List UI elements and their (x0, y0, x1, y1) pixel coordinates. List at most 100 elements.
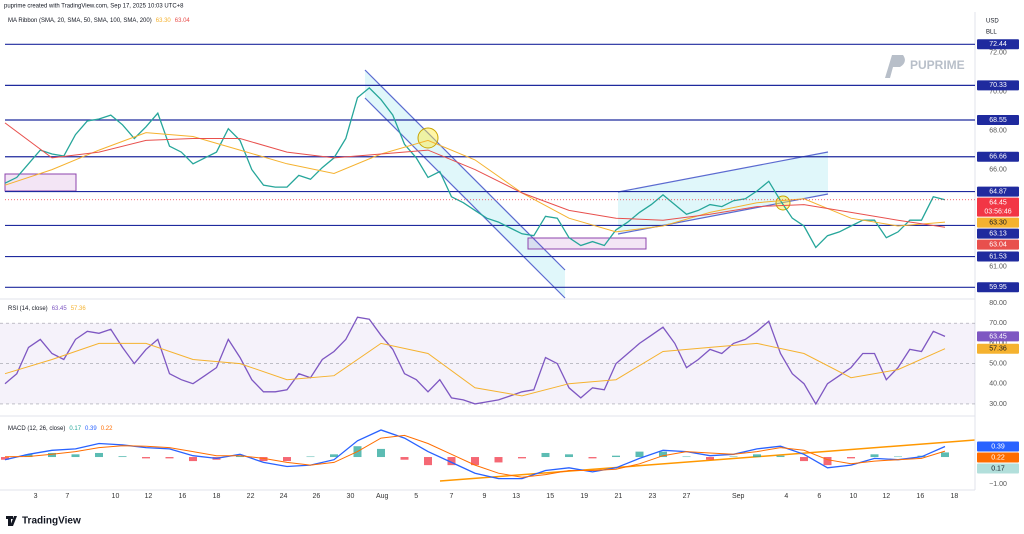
histogram-bar (48, 452, 56, 458)
legend-value: 0.39 (85, 426, 97, 432)
price-label-box (977, 80, 1019, 91)
price-label: 66.66 (989, 154, 1007, 161)
pane-legend: MA Ribbon (SMA, 20, SMA, 50, SMA, 100, S… (8, 18, 190, 24)
y-tick-label: 70.00 (989, 89, 1007, 96)
x-tick-label: 9 (482, 493, 486, 500)
logo-text: PUPRIME (910, 58, 965, 72)
header: puprime created with TradingView.com, Se… (4, 4, 184, 10)
x-tick-label: 27 (683, 493, 691, 500)
y-tick-label: 61.00 (989, 264, 1007, 271)
x-tick-label: 5 (414, 493, 418, 500)
x-tick-label: 7 (450, 493, 454, 500)
histogram-bar (330, 454, 338, 458)
y-tick-label: 68.00 (989, 128, 1007, 135)
price-label: 57.36 (989, 346, 1007, 353)
logo-icon (885, 55, 905, 78)
price-label-box (977, 239, 1019, 250)
legend-title: MACD (12, 26, close) (8, 426, 65, 432)
x-tick-label: 18 (951, 493, 959, 500)
y-tick-label: 30.00 (989, 401, 1007, 408)
x-tick-label: 26 (312, 493, 320, 500)
x-tick-label: 24 (280, 493, 288, 500)
price-label-box (977, 463, 1019, 474)
price-label-box (977, 39, 1019, 50)
histogram-bar (1, 457, 9, 460)
histogram-bar (142, 457, 150, 459)
price-label-box (977, 228, 1019, 239)
x-tick-label: 19 (580, 493, 588, 500)
x-tick-label: 21 (614, 493, 622, 500)
price-label-box (977, 282, 1019, 293)
histogram-bar (682, 456, 691, 458)
histogram-bar (706, 457, 714, 460)
x-tick-label: 7 (65, 493, 69, 500)
histogram-bar (894, 456, 902, 458)
price-label-box (977, 151, 1019, 162)
legend-title: RSI (14, close) (8, 306, 48, 312)
price-label-box (977, 452, 1019, 463)
zone-box (4, 173, 77, 192)
marker-circle (775, 195, 791, 211)
histogram-bar (95, 452, 103, 458)
price-label: 0.22 (991, 454, 1005, 461)
x-tick-label: 4 (784, 493, 788, 500)
legend-value: 0.22 (101, 426, 113, 432)
histogram-bar (776, 455, 785, 458)
histogram-bar (259, 457, 268, 462)
price-label-box (977, 251, 1019, 262)
histogram-bar (447, 457, 456, 466)
histogram-bar (165, 457, 174, 459)
histogram-bar (236, 455, 244, 458)
x-tick-label: 16 (916, 493, 924, 500)
legend-value: 63.45 (52, 306, 68, 312)
histogram-bar (118, 456, 127, 458)
histogram-bar (424, 457, 432, 466)
legend-value: 0.17 (69, 426, 81, 432)
price-label: 59.95 (989, 284, 1007, 291)
price-label-box (977, 217, 1019, 228)
x-tick-label: 12 (144, 493, 152, 500)
price-label-box (977, 197, 1019, 217)
footer: TradingView (6, 516, 81, 527)
y-tick-label: 72.00 (989, 50, 1007, 57)
x-tick-label: 22 (247, 493, 255, 500)
pane-legend: MACD (12, 26, close) 0.17 0.39 0.22 (8, 426, 113, 432)
logo: PUPRIME (885, 55, 965, 78)
legend-title: MA Ribbon (SMA, 20, SMA, 50, SMA, 100, S… (8, 18, 152, 24)
histogram-bar (306, 456, 315, 458)
x-tick-label: Sep (732, 493, 745, 500)
legend-value: 57.36 (71, 306, 87, 312)
histogram-bar (541, 452, 550, 458)
price-label-box (977, 331, 1019, 342)
histogram-bar (823, 457, 832, 466)
price-label: 63.30 (989, 219, 1007, 226)
x-tick-label: 16 (179, 493, 187, 500)
histogram-bar (729, 456, 738, 458)
histogram-bar (753, 454, 761, 458)
histogram-bar (494, 457, 503, 463)
histogram-bar (588, 457, 597, 459)
y-tick-label: 80.00 (989, 300, 1007, 307)
legend-value: 63.30 (156, 18, 172, 24)
footer-text: TradingView (22, 516, 81, 527)
legend-value: 63.04 (175, 18, 191, 24)
x-tick-label: 23 (649, 493, 657, 500)
series-line (4, 342, 946, 397)
histogram-bar (847, 457, 855, 459)
price-label: 0.39 (991, 443, 1005, 450)
footer-icon (6, 516, 17, 526)
x-tick-label: 18 (213, 493, 221, 500)
unit: BLL (986, 30, 997, 36)
histogram-bar (565, 454, 573, 458)
price-label: 63.13 (989, 230, 1007, 237)
y-tick-label: 50.00 (989, 360, 1007, 367)
histogram-bar (800, 457, 808, 462)
price-label: 70.33 (989, 82, 1007, 89)
x-tick-label: 12 (882, 493, 890, 500)
price-label-box (977, 441, 1019, 452)
countdown: 03:56:46 (984, 208, 1011, 215)
series-line (4, 434, 946, 478)
